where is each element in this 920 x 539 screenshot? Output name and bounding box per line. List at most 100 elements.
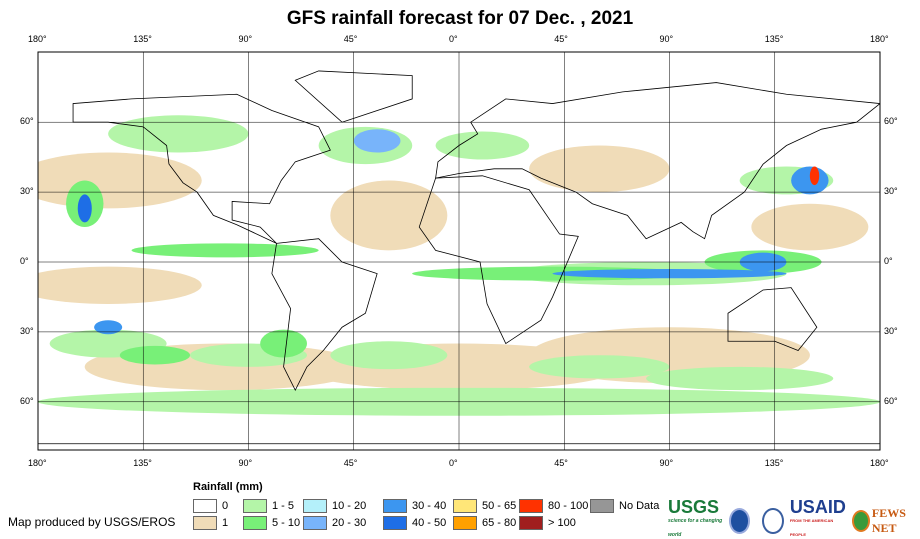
credit-text: Map produced by USGS/EROS (8, 515, 176, 529)
logos: USGS science for a changing world USAID FR… (668, 497, 920, 539)
lon-label: 45° (554, 458, 568, 468)
lon-label: 45° (343, 458, 358, 468)
legend-swatch (193, 499, 217, 513)
lat-label: 30° (884, 186, 898, 197)
legend-item: 0 (193, 499, 228, 513)
legend-swatch (383, 516, 407, 530)
rainfall-area (529, 355, 670, 379)
legend-swatch (383, 499, 407, 513)
rainfall-area (751, 203, 869, 251)
coastline (294, 70, 413, 123)
lat-label: 30° (884, 325, 898, 336)
legend-swatch (519, 516, 543, 530)
lat-label: 60° (884, 116, 898, 127)
legend-item: No Data (590, 499, 659, 513)
coastline (727, 287, 818, 352)
lat-label: 30° (20, 325, 34, 336)
legend-item: 40 - 50 (383, 516, 446, 530)
lon-label: 135° (764, 34, 784, 44)
legend-swatch (243, 499, 267, 513)
legend-swatch (243, 516, 267, 530)
legend-label: 65 - 80 (482, 517, 517, 529)
lat-label: 30° (20, 186, 34, 197)
legend-swatch (303, 516, 327, 530)
lat-label: 60° (884, 395, 898, 406)
legend-label: 50 - 65 (482, 500, 517, 512)
rainfall-area (435, 131, 530, 160)
legend-label: 0 (222, 500, 229, 512)
lon-label: 180° (870, 34, 889, 44)
legend-swatch (453, 516, 477, 530)
lon-label: 45° (343, 34, 358, 44)
usaid-logo: USAID FROM THE AMERICAN PEOPLE (789, 497, 846, 537)
lat-label: 60° (20, 116, 34, 127)
lat-label: 0° (884, 256, 893, 266)
legend-swatch (303, 499, 327, 513)
lon-label: 135° (133, 34, 152, 44)
rainfall-area (791, 166, 829, 195)
legend-label: 20 - 30 (332, 517, 367, 529)
legend-label: 30 - 40 (412, 500, 447, 512)
legend-item: 65 - 80 (453, 516, 516, 530)
lon-label: 0° (449, 34, 458, 44)
rainfall-area (809, 166, 820, 186)
coastline (418, 175, 579, 345)
usaid-seal (762, 508, 784, 534)
legend-label: 1 - 5 (272, 500, 295, 512)
usgs-logo: USGS science for a changing world (668, 497, 723, 538)
legend-item: 30 - 40 (383, 499, 446, 513)
legend-label: 5 - 10 (272, 517, 301, 529)
rainfall-area (330, 341, 448, 370)
lon-label: 180° (27, 458, 47, 468)
lon-label: 135° (133, 458, 152, 468)
fews-net-logo: FEWS NET (851, 506, 920, 536)
lon-label: 180° (870, 458, 889, 468)
rainfall-area (38, 152, 202, 209)
legend-item: 80 - 100 (519, 499, 588, 513)
rainfall-area (77, 194, 92, 223)
legend-item: 5 - 10 (243, 516, 300, 530)
legend-item: 50 - 65 (453, 499, 516, 513)
legend-label: No Data (619, 500, 660, 512)
lon-label: 90° (659, 458, 674, 468)
legend-label: 40 - 50 (412, 517, 447, 529)
legend-swatch (590, 499, 614, 513)
rainfall-area (108, 115, 249, 153)
lat-label: 60° (20, 395, 34, 406)
legend-swatch (453, 499, 477, 513)
legend-label: > 100 (548, 517, 576, 529)
rainfall-area (646, 366, 834, 391)
map-title: GFS rainfall forecast for 07 Dec. , 2021 (286, 8, 634, 29)
coastline (38, 443, 880, 450)
rainfall-area (94, 320, 123, 335)
legend-item: 10 - 20 (303, 499, 366, 513)
legend-item: 1 (193, 516, 228, 530)
rainfall-area (330, 180, 448, 251)
rainfall-area (131, 243, 319, 258)
legend-item: 1 - 5 (243, 499, 294, 513)
legend-item: > 100 (519, 516, 576, 530)
rainfall-area (260, 329, 307, 358)
lon-label: 180° (27, 34, 47, 44)
lon-label: 0° (449, 458, 458, 468)
coastline (72, 93, 331, 244)
legend-title: Rainfall (mm) (193, 481, 263, 493)
rainfall-area (353, 129, 401, 153)
noaa-logo (728, 508, 751, 534)
rainfall-area (119, 345, 191, 365)
legend-item: 20 - 30 (303, 516, 366, 530)
lon-label: 90° (659, 34, 674, 44)
lon-label: 45° (554, 34, 568, 44)
rainfall-area (38, 266, 202, 304)
lon-label: 135° (764, 458, 784, 468)
legend-label: 10 - 20 (332, 500, 367, 512)
rainfall-area (529, 145, 670, 193)
legend-swatch (519, 499, 543, 513)
legend-swatch (193, 516, 217, 530)
lon-label: 90° (238, 458, 253, 468)
lon-label: 90° (238, 34, 253, 44)
legend-label: 1 (222, 517, 229, 529)
legend-label: 80 - 100 (548, 500, 589, 512)
